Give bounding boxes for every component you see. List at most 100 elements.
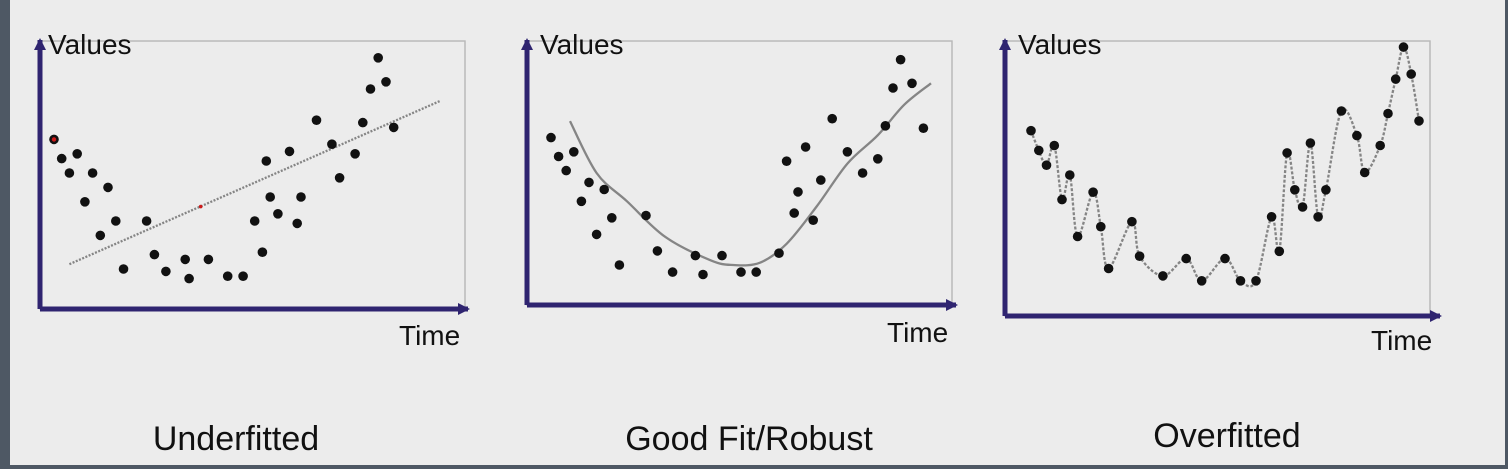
panel-overfitted-point-1 — [1034, 145, 1044, 156]
panel-underfitted: Values Time Underfitted — [34, 29, 470, 458]
panel-underfitted-point-9 — [118, 264, 129, 274]
figure-canvas: Values Time Underfitted Values Time Good… — [10, 0, 1505, 465]
panel-underfitted-point-22 — [273, 209, 283, 219]
panel-overfitted-point-23 — [1305, 138, 1316, 148]
panel-overfitted-point-30 — [1383, 108, 1393, 119]
panel-overfitted-caption: Overfitted — [1153, 417, 1300, 455]
panel-underfitted-point-25 — [296, 192, 306, 202]
panel-overfitted-point-28 — [1359, 167, 1370, 178]
panel-overfitted-point-17 — [1251, 276, 1261, 286]
panel-underfitted-xlabel: Time — [399, 320, 460, 351]
panel-overfitted: Values Time Overfitted — [999, 29, 1442, 455]
panel-underfitted-point-31 — [365, 84, 376, 94]
panel-underfitted-point-28 — [334, 173, 345, 183]
panel-overfitted-point-9 — [1103, 263, 1114, 274]
panel-good-fit-point-26 — [842, 147, 853, 157]
panel-good-fit-point-11 — [652, 246, 663, 256]
panel-underfitted-point-3 — [72, 149, 82, 159]
panel-overfitted-point-24 — [1313, 212, 1323, 222]
panel-overfitted-point-21 — [1290, 185, 1300, 195]
figure: Values Time Underfitted Values Time Good… — [34, 29, 1442, 458]
panel-underfitted-frame — [39, 40, 466, 310]
panel-good-fit-point-5 — [584, 177, 594, 188]
panel-overfitted-point-2 — [1041, 160, 1052, 170]
panel-underfitted-point-7 — [103, 182, 113, 193]
panel-underfitted-ylabel: Values — [48, 29, 132, 60]
panel-underfitted-point-16 — [222, 271, 233, 282]
panel-overfitted-point-16 — [1235, 276, 1246, 286]
panel-good-fit-point-17 — [751, 267, 761, 277]
panel-good-fit-point-19 — [781, 156, 792, 166]
panel-good-fit-point-33 — [918, 123, 929, 133]
panel-good-fit-point-20 — [789, 208, 799, 218]
panel-underfitted-point-1 — [56, 153, 67, 164]
panel-overfitted-point-22 — [1297, 202, 1308, 212]
panel-overfitted-point-10 — [1127, 216, 1137, 227]
panel-overfitted-point-26 — [1336, 106, 1347, 116]
panel-underfitted-points — [49, 53, 399, 284]
panel-overfitted-points — [1026, 42, 1424, 286]
panel-underfitted-point-5 — [87, 168, 98, 178]
panel-overfitted-point-13 — [1181, 253, 1191, 264]
panel-good-fit-xlabel: Time — [887, 317, 948, 348]
panel-underfitted-point-32 — [373, 53, 384, 63]
panel-overfitted-point-12 — [1158, 271, 1168, 281]
panel-good-fit-point-22 — [800, 142, 811, 152]
panel-underfitted-point-33 — [381, 77, 391, 87]
panel-overfitted-ylabel: Values — [1018, 29, 1102, 60]
panel-underfitted-point-26 — [311, 115, 322, 125]
panel-good-fit-point-13 — [690, 250, 701, 261]
panel-underfitted-point-8 — [111, 216, 121, 226]
panel-good-fit-point-24 — [816, 175, 826, 185]
panel-overfitted-fit-curve — [1029, 45, 1421, 288]
panel-overfitted-point-18 — [1266, 212, 1277, 222]
panel-good-fit-point-32 — [907, 78, 917, 89]
panel-good-fit-point-16 — [736, 267, 746, 277]
panel-underfitted-point-27 — [327, 139, 337, 149]
panel-overfitted-point-31 — [1390, 74, 1401, 84]
panel-underfitted-point-11 — [149, 249, 160, 260]
panel-good-fit-point-2 — [561, 165, 571, 176]
panel-overfitted-point-0 — [1026, 125, 1036, 136]
panel-underfitted-point-29 — [350, 149, 360, 159]
panel-underfitted-fit-line — [68, 99, 441, 266]
panel-good-fit-caption: Good Fit/Robust — [625, 420, 873, 458]
panel-good-fit-point-31 — [895, 54, 906, 65]
panel-underfitted-point-6 — [95, 230, 106, 241]
panel-good-fit-point-7 — [599, 184, 609, 195]
panel-good-fit-point-23 — [808, 215, 818, 225]
panel-good-fit-ylabel: Values — [540, 29, 624, 60]
panel-good-fit-point-21 — [793, 187, 803, 197]
panel-overfitted-point-7 — [1088, 187, 1098, 197]
panel-good-fit: Values Time Good Fit/Robust — [521, 29, 958, 458]
panel-underfitted-point-17 — [238, 271, 248, 282]
panel-overfitted-point-4 — [1057, 194, 1067, 205]
panel-good-fit-point-29 — [880, 121, 891, 131]
panel-underfitted-point-14 — [184, 273, 194, 284]
panel-underfitted-point-34 — [388, 122, 399, 133]
panel-underfitted-point-18 — [249, 216, 260, 226]
panel-good-fit-point-9 — [614, 260, 625, 270]
panel-overfitted-point-25 — [1321, 185, 1331, 195]
panel-good-fit-point-6 — [591, 229, 602, 240]
panel-overfitted-point-27 — [1352, 130, 1362, 141]
panel-good-fit-point-8 — [607, 213, 617, 223]
panel-good-fit-point-25 — [827, 113, 837, 124]
panel-underfitted-point-15 — [203, 254, 214, 265]
panel-good-fit-point-12 — [667, 267, 678, 277]
panel-overfitted-point-33 — [1406, 69, 1416, 79]
panel-underfitted-point-23 — [284, 146, 295, 157]
panel-overfitted-point-5 — [1065, 170, 1075, 180]
panel-overfitted-point-15 — [1220, 253, 1230, 264]
panel-overfitted-point-29 — [1375, 140, 1385, 151]
panel-good-fit-point-0 — [546, 132, 556, 143]
panel-good-fit-point-15 — [717, 250, 727, 261]
panel-good-fit-point-14 — [698, 269, 708, 280]
panel-underfitted-point-12 — [161, 266, 171, 277]
panel-overfitted-xlabel: Time — [1371, 325, 1432, 356]
panel-good-fit-point-3 — [569, 147, 579, 157]
panel-good-fit-point-28 — [873, 154, 883, 164]
panel-underfitted-point-4 — [80, 197, 90, 207]
panel-overfitted-point-19 — [1274, 246, 1285, 257]
panel-good-fit-point-10 — [641, 210, 651, 221]
